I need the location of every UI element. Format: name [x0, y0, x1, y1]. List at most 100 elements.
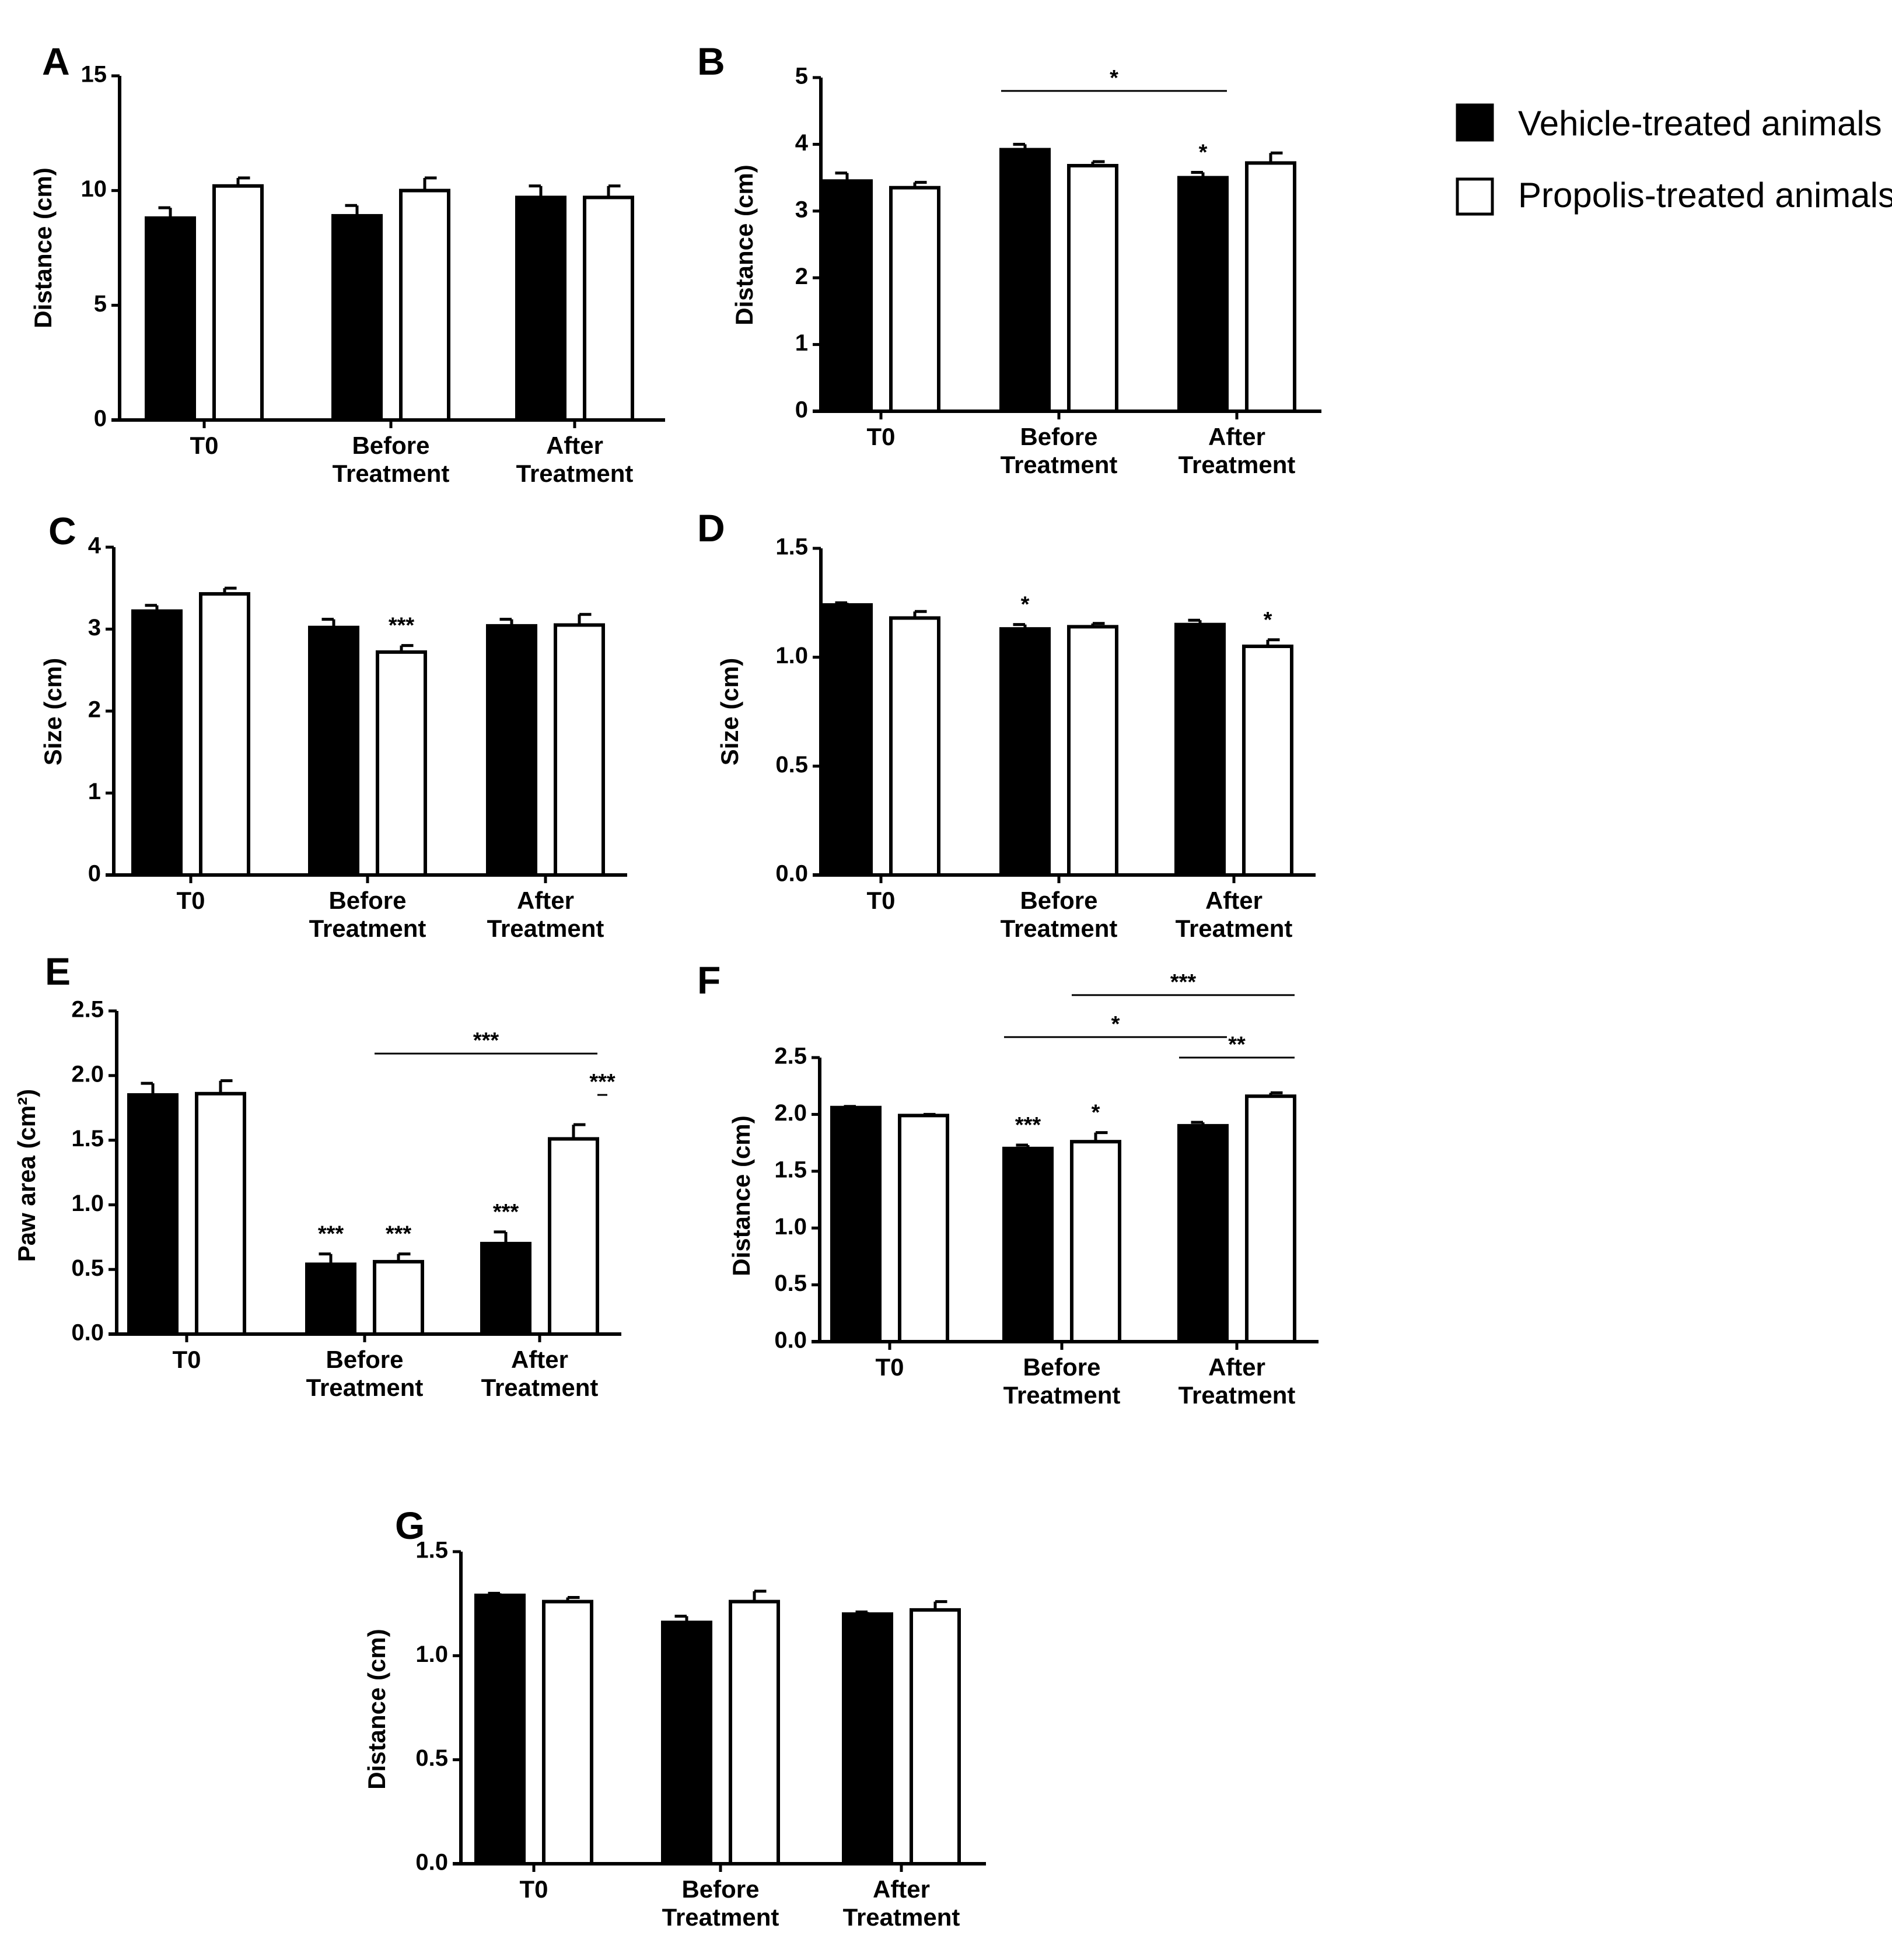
x-category-label: T0	[172, 1346, 201, 1373]
bar-propolis-2	[1242, 645, 1293, 877]
panel-letter: D	[697, 506, 725, 550]
y-tick-label: 1.5	[775, 534, 808, 560]
bar-propolis-1	[376, 650, 427, 877]
legend-swatch-vehicle	[1456, 103, 1494, 142]
panel-letter: G	[395, 1504, 425, 1547]
bracket-significance: ***	[473, 1028, 499, 1053]
bar-propolis-2	[554, 623, 605, 877]
x-category-label: Treatment	[487, 915, 604, 942]
y-tick-label: 0.0	[775, 861, 808, 887]
legend-swatch-propolis	[1456, 177, 1494, 216]
bracket-significance: **	[1228, 1032, 1246, 1057]
x-category-label: T0	[176, 887, 205, 914]
x-category-label: T0	[866, 887, 895, 914]
y-tick-label: 4	[88, 533, 102, 559]
x-category-label: After	[873, 1875, 930, 1903]
bar-vehicle-0	[127, 1093, 179, 1336]
y-tick-label: 5	[94, 291, 107, 317]
bar-vehicle-0	[474, 1593, 526, 1866]
bar-propolis-1	[373, 1259, 424, 1336]
bracket-significance: *	[1111, 1012, 1120, 1037]
x-category-label: Before	[1020, 887, 1097, 914]
x-category-label: Treatment	[662, 1903, 779, 1931]
x-category-label: Before	[326, 1346, 403, 1373]
y-tick-label: 0.5	[775, 752, 808, 778]
y-axis-label: Distance (cm)	[728, 1115, 755, 1276]
panel-letter: B	[697, 40, 725, 83]
y-tick-label: 1	[88, 779, 101, 804]
bar-vehicle-0	[830, 1105, 882, 1344]
x-category-label: Treatment	[306, 1374, 424, 1401]
bracket-significance: ***	[1170, 970, 1197, 995]
x-category-label: Before	[328, 887, 406, 914]
y-tick-label: 1.5	[71, 1126, 104, 1152]
y-tick-label: 5	[795, 64, 808, 89]
y-tick-label: 1.0	[415, 1642, 448, 1667]
panel-letter: E	[45, 950, 71, 993]
x-category-label: After	[546, 432, 603, 459]
y-axis-label: Distance (cm)	[363, 1629, 390, 1789]
significance-marker: ***	[386, 1222, 412, 1247]
y-tick-label: 0.0	[71, 1320, 104, 1346]
significance-marker: ***	[389, 614, 415, 638]
bar-vehicle-2	[515, 195, 566, 422]
x-category-label: Treatment	[1001, 451, 1118, 478]
y-tick-label: 3	[88, 615, 101, 640]
bar-vehicle-2	[1177, 176, 1229, 413]
y-axis-label: Paw area (cm²)	[13, 1089, 40, 1262]
panel-g: G Distance (cm) 0.0 0.5 1.0 1.5 T0 BeforeTreatm…	[363, 1504, 986, 1931]
bar-vehicle-2	[486, 624, 537, 877]
y-axis-label: Distance (cm)	[29, 167, 57, 328]
bar-propolis-0	[889, 616, 940, 877]
bar-vehicle-1	[661, 1620, 712, 1866]
y-tick-label: 1.5	[415, 1538, 448, 1563]
legend-label-vehicle: Vehicle-treated animals	[1518, 104, 1882, 143]
significance-marker: *	[1199, 140, 1208, 164]
y-tick-label: 0	[795, 397, 808, 423]
y-tick-label: 0	[88, 861, 101, 887]
panel-letter: C	[48, 509, 76, 552]
y-tick-label: 2.0	[71, 1061, 104, 1087]
y-tick-label: 0.0	[415, 1850, 448, 1875]
bar-vehicle-1	[331, 214, 383, 422]
bar-propolis-0	[212, 184, 264, 422]
y-tick-label: 0.5	[71, 1255, 104, 1281]
x-category-label: Treatment	[1178, 451, 1296, 478]
x-category-label: Treatment	[516, 460, 634, 487]
bar-vehicle-0	[131, 609, 183, 877]
y-tick-label: 2	[88, 697, 101, 723]
x-category-label: Treatment	[1001, 915, 1118, 942]
significance-marker: *	[1021, 593, 1030, 617]
x-category-label: T0	[519, 1875, 548, 1903]
bar-vehicle-1	[999, 148, 1051, 413]
x-category-label: After	[517, 887, 574, 914]
panel-f: F Distance (cm) 0.0 0.5 1.0 1.5 2.0 2.5 T0 Before…	[697, 958, 1319, 1409]
bar-propolis-1	[729, 1600, 780, 1866]
bar-propolis-2	[1245, 1094, 1296, 1344]
y-tick-label: 0	[94, 406, 107, 432]
x-category-label: Before	[1023, 1353, 1100, 1381]
x-category-label: Treatment	[481, 1374, 599, 1401]
y-tick-label: 0.5	[415, 1745, 448, 1771]
bar-vehicle-1	[1002, 1146, 1054, 1343]
x-category-label: T0	[190, 432, 218, 459]
y-axis-label: Size (cm)	[716, 658, 743, 765]
y-tick-label: 3	[795, 197, 808, 222]
x-category-label: Before	[681, 1875, 759, 1903]
bar-propolis-0	[898, 1114, 949, 1344]
x-category-label: Treatment	[309, 915, 426, 942]
bar-vehicle-2	[842, 1612, 893, 1866]
bar-vehicle-2	[1174, 622, 1226, 877]
y-tick-label: 1.0	[775, 643, 808, 668]
legend: Vehicle-treated animals Propolis-treated…	[1456, 103, 1892, 216]
panel-letter: A	[42, 40, 70, 83]
bar-vehicle-0	[821, 603, 873, 877]
bar-propolis-2	[1245, 161, 1296, 413]
y-tick-label: 2	[795, 264, 808, 289]
y-tick-label: 1.0	[774, 1214, 807, 1240]
y-tick-label: 4	[795, 130, 809, 156]
bar-propolis-1	[1067, 164, 1118, 413]
x-category-label: Before	[352, 432, 429, 459]
y-tick-label: 2.0	[774, 1100, 807, 1126]
bar-propolis-0	[889, 186, 940, 413]
